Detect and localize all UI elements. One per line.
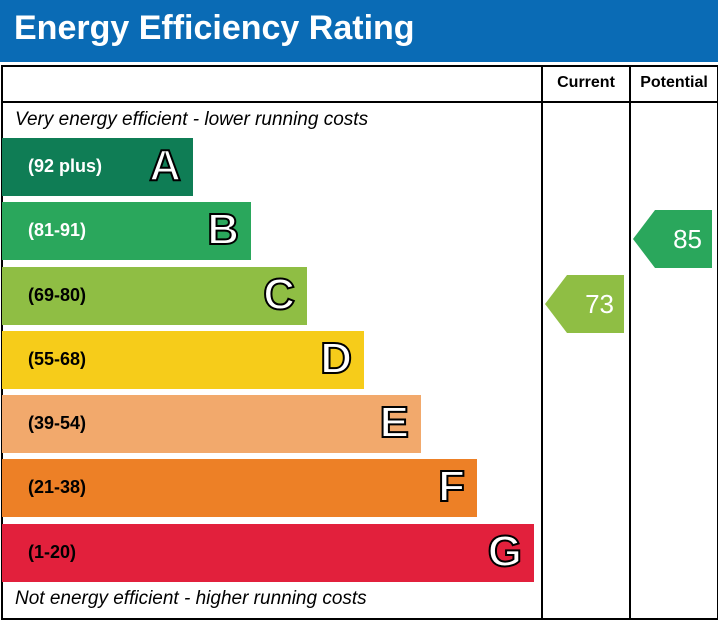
band-letter: G bbox=[487, 526, 523, 577]
bottom-note: Not energy efficient - higher running co… bbox=[15, 588, 367, 609]
potential-rating-value: 85 bbox=[673, 224, 702, 254]
divider bbox=[1, 101, 717, 103]
band-bar-f: (21-38) F bbox=[2, 459, 477, 517]
band-range: (55-68) bbox=[28, 349, 87, 369]
band-bar-b: (81-91) B bbox=[2, 202, 251, 260]
band-range: (1-20) bbox=[28, 542, 77, 562]
band-letter: B bbox=[206, 204, 240, 255]
band-letter: E bbox=[379, 397, 410, 448]
band-letter: F bbox=[437, 461, 466, 512]
divider bbox=[629, 65, 631, 618]
current-rating-value: 73 bbox=[585, 289, 614, 319]
band-bar-e: (39-54) E bbox=[2, 395, 421, 453]
band-bar-d: (55-68) D bbox=[2, 331, 364, 389]
band-range: (92 plus) bbox=[28, 156, 103, 176]
divider bbox=[541, 65, 543, 618]
band-range: (69-80) bbox=[28, 285, 87, 305]
band-range: (39-54) bbox=[28, 413, 87, 433]
band-bar-g: (1-20) G bbox=[2, 524, 534, 582]
chart-title: Energy Efficiency Rating bbox=[14, 9, 415, 47]
band-range: (21-38) bbox=[28, 477, 87, 497]
band-bar-a: (92 plus) A bbox=[2, 138, 193, 196]
band-letter: D bbox=[319, 333, 353, 384]
column-header-current: Current bbox=[557, 74, 615, 91]
band-letter: C bbox=[262, 269, 296, 320]
column-header-potential: Potential bbox=[640, 74, 708, 91]
band-bar-c: (69-80) C bbox=[2, 267, 307, 325]
top-note: Very energy efficient - lower running co… bbox=[15, 109, 369, 130]
potential-rating-arrow: 85 bbox=[633, 210, 712, 268]
band-range: (81-91) bbox=[28, 220, 87, 240]
title-bar: Energy Efficiency Rating bbox=[0, 0, 718, 62]
band-letter: A bbox=[148, 140, 182, 191]
